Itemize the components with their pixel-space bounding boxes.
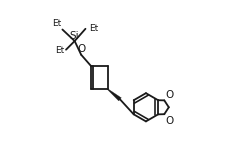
Text: O: O	[77, 44, 85, 54]
Text: O: O	[164, 116, 173, 126]
Text: O: O	[164, 90, 173, 100]
Text: Et: Et	[52, 19, 61, 28]
Polygon shape	[107, 89, 121, 101]
Text: Et: Et	[55, 46, 64, 55]
Text: Et: Et	[89, 24, 98, 33]
Text: Si: Si	[70, 31, 79, 41]
